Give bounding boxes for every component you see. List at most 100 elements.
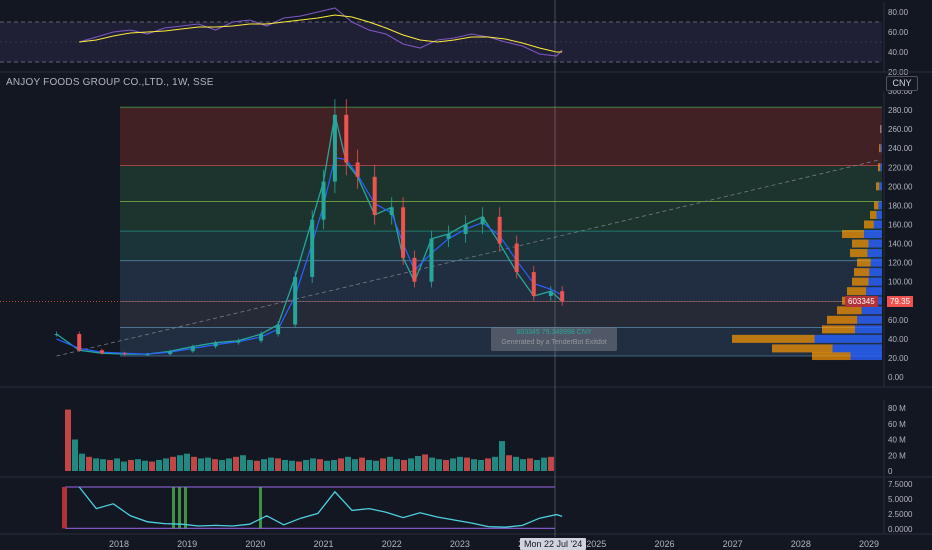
atr-signal-bar [184,487,187,529]
volume-bar [345,456,351,471]
candle-body [480,216,485,225]
price-tick-label: 100.00 [888,278,913,287]
volume-bar [380,458,386,471]
volume-profile-bar [868,277,882,286]
atr-tick-label: 0.0000 [888,525,913,534]
price-tick-label: 0.00 [888,373,904,382]
time-tick-label: 2022 [382,539,402,549]
price-tick-label: 60.00 [888,316,909,325]
crosshair-date-tag: Mon 22 Jul '24 [520,538,587,550]
volume-bar [156,459,162,471]
last-price-tag: 79.35 [887,296,914,307]
candle-body [497,216,502,244]
price-tick-label: 240.00 [888,144,913,153]
volume-profile-bar [814,334,882,343]
candle-body [54,334,59,336]
volume-bar [303,459,309,471]
volume-bar [317,459,323,471]
volume-bar [268,457,274,471]
rsi-tick-label: 40.00 [888,48,909,57]
volume-profile-bar [881,125,882,134]
volume-bar [457,456,463,471]
currency-button[interactable]: CNY [886,76,918,91]
candle-body [514,243,519,273]
volume-bar [142,460,148,471]
volume-profile-bar [876,210,882,219]
fib-zone [120,260,882,302]
volume-profile-bar [857,258,871,267]
volume-bar [422,454,428,471]
volume-bar [240,455,246,471]
volume-bar [233,456,239,471]
fib-zone [120,301,882,328]
atr-line [78,486,563,528]
volume-bar [373,460,379,471]
volume-tick-label: 0 [888,467,893,476]
volume-profile-bar [866,287,882,296]
volume-bar [282,459,288,471]
volume-bar [275,458,281,471]
volume-bar [436,459,442,471]
volume-bar [79,453,85,471]
price-tick-label: 300.00 [888,87,913,96]
volume-bar [247,459,253,471]
volume-bar [506,455,512,471]
price-tick-label: 200.00 [888,182,913,191]
volume-bar [492,456,498,471]
volume-profile-bar [847,287,867,296]
rsi-tick-label: 60.00 [888,28,909,37]
volume-profile-bar [842,230,864,238]
price-tick-label: 160.00 [888,220,913,229]
volume-profile-bar [870,258,882,267]
volume-bar [485,458,491,471]
volume-bar [107,459,113,471]
rsi-ma-line [79,14,563,53]
volume-tick-label: 40 M [888,436,906,445]
volume-pane: 80 M 60 M 40 M 20 M 0 [0,400,932,478]
volume-profile-bar [861,306,882,315]
crosshair-tooltip: 603345 79.349998 CNY Generated by a Tend… [491,327,617,351]
candle-body [190,346,195,352]
volume-profile-bar [879,182,882,191]
volume-bar [513,456,519,471]
volume-bar [191,456,197,471]
candle-body [213,342,218,347]
volume-profile-bar [864,230,882,238]
tooltip-line-2: Generated by a TenderBot Exitdot [501,339,607,346]
volume-profile-bar [880,144,882,153]
volume-bar [289,460,295,471]
candle-body [321,181,326,220]
candle-body [77,334,82,351]
candle-body [389,207,394,215]
time-axis: 2018201920202021202220232024202520262027… [109,539,879,549]
volume-bar [324,460,330,471]
volume-profile-bar [857,315,882,324]
volume-profile-bar [772,344,833,353]
volume-bar [219,459,225,471]
chart-title: ANJOY FOODS GROUP CO.,LTD., 1W, SSE [6,77,214,88]
time-tick-label: 2021 [314,539,334,549]
volume-profile-bar [869,268,882,277]
volume-bar [198,458,204,471]
volume-profile-bar [852,277,869,286]
volume-bar [352,459,358,471]
trend-line [56,159,881,357]
price-pane: 300.00 280.00 260.00 240.00 220.00 200.00 180.… [0,87,932,388]
candle-body [99,350,104,354]
volume-profile-bar [876,182,880,191]
atr-highlight-bar [62,487,67,529]
atr-tick-label: 7.5000 [888,480,913,489]
atr-signal-bar [172,487,175,529]
atr-signal-bar [178,487,181,529]
volume-tick-label: 20 M [888,451,906,460]
volume-profile-bar [864,220,874,229]
volume-profile-bar [879,144,881,153]
price-tick-label: 20.00 [888,354,909,363]
volume-bar [366,459,372,471]
candle-body [236,340,241,343]
volume-bar [86,456,92,471]
candle-body [145,354,150,356]
candle-body [372,176,377,215]
time-tick-label: 2029 [859,539,879,549]
